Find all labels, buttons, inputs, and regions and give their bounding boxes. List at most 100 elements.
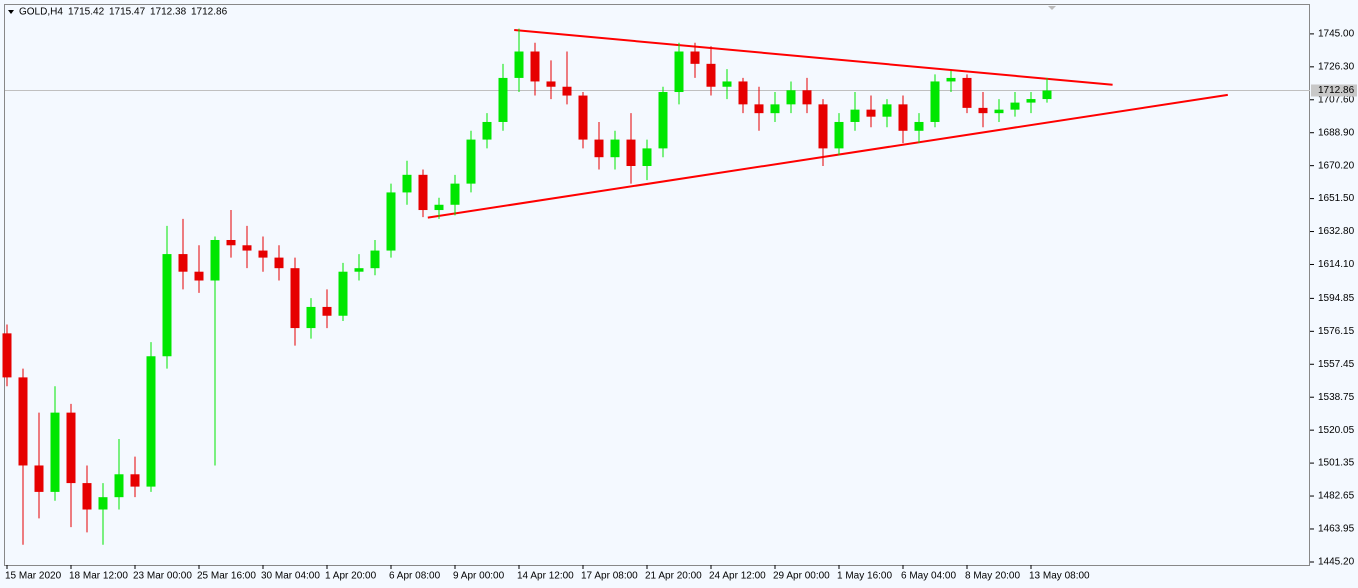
candle-body: [50, 412, 60, 492]
candle-body: [306, 306, 316, 329]
y-tick-label: 1482.65: [1318, 491, 1355, 502]
candle-body: [610, 139, 620, 158]
candle-body: [354, 268, 364, 272]
candle-body: [674, 51, 684, 93]
trendline: [514, 29, 1113, 86]
header-value: 1712.86: [191, 7, 228, 18]
x-tick-label: 9 Apr 00:00: [453, 571, 505, 582]
candle-body: [66, 412, 76, 484]
y-tick-label: 1594.85: [1318, 293, 1355, 304]
trendlines: [427, 29, 1228, 219]
candle-body: [370, 250, 380, 269]
candle-body: [466, 139, 476, 184]
x-tick-label: 13 May 08:00: [1029, 571, 1090, 582]
candle-body: [1026, 99, 1036, 103]
y-tick-label: 1501.35: [1318, 458, 1355, 469]
chart-title: GOLD,H4: [19, 7, 63, 18]
y-tick-label: 1707.60: [1318, 94, 1355, 105]
candle-body: [946, 77, 956, 82]
candle-body: [34, 465, 44, 492]
plot-frame: [4, 4, 1310, 566]
candle-body: [98, 497, 108, 510]
candle-body: [898, 104, 908, 131]
candle-body: [402, 174, 412, 193]
candle-body: [242, 245, 252, 251]
x-tick-label: 6 Apr 08:00: [389, 571, 441, 582]
candle-body: [690, 51, 700, 64]
candle-body: [994, 109, 1004, 114]
candle-body: [562, 86, 572, 96]
candle-body: [962, 77, 972, 108]
candle-body: [802, 90, 812, 105]
candle-body: [114, 474, 124, 498]
y-tick-label: 1632.80: [1318, 226, 1355, 237]
ticks: 1745.00 1726.30 1707.60 1688.90 1670.20 1651.…: [5, 29, 1357, 582]
candle-body: [498, 77, 508, 122]
header-value: 1715.47: [109, 7, 146, 18]
trendline: [427, 93, 1228, 219]
x-tick-label: 24 Apr 12:00: [709, 571, 766, 582]
candle-body: [322, 306, 332, 316]
candle-body: [738, 81, 748, 105]
x-tick-label: 6 May 04:00: [901, 571, 956, 582]
y-tick-label: 1538.75: [1318, 392, 1355, 403]
candle-body: [626, 139, 636, 167]
menu-triangle[interactable]: [8, 10, 14, 14]
candle-body: [450, 183, 460, 205]
y-tick-label: 1670.20: [1318, 160, 1355, 171]
x-tick-label: 18 Mar 12:00: [69, 571, 128, 582]
x-tick-label: 30 Mar 04:00: [261, 571, 320, 582]
candle-body: [642, 148, 652, 167]
candle-body: [146, 356, 156, 487]
y-tick-label: 1614.10: [1318, 259, 1355, 270]
candle-body: [386, 192, 396, 251]
candle-body: [866, 109, 876, 117]
candle-body: [2, 333, 12, 378]
y-tick-label: 1576.15: [1318, 326, 1355, 337]
candle-body: [434, 204, 444, 211]
candle-body: [882, 104, 892, 117]
candle-body: [546, 81, 556, 87]
y-tick-label: 1445.20: [1318, 557, 1355, 568]
candle-body: [194, 271, 204, 281]
y-tick-label: 1651.50: [1318, 193, 1355, 204]
candle-body: [226, 239, 236, 246]
candle-body: [178, 254, 188, 272]
x-tick-label: 21 Apr 20:00: [645, 571, 702, 582]
candle-body: [258, 250, 268, 258]
candle-body: [514, 51, 524, 78]
candle-body: [338, 271, 348, 316]
candle-body: [418, 174, 428, 211]
candle-body: [578, 95, 588, 140]
candle-body: [1042, 90, 1052, 100]
y-tick-label: 1520.05: [1318, 425, 1355, 436]
y-tick-label: 1557.45: [1318, 359, 1355, 370]
x-tick-label: 1 Apr 20:00: [325, 571, 377, 582]
candle-body: [290, 268, 300, 329]
current-price-box: [1311, 84, 1357, 97]
y-tick-label: 1726.30: [1318, 61, 1355, 72]
candle-body: [594, 139, 604, 158]
candle-body: [914, 121, 924, 131]
candle-body: [978, 107, 988, 114]
x-tick-label: 17 Apr 08:00: [581, 571, 638, 582]
candle-body: [1010, 102, 1020, 110]
candle-body: [82, 483, 92, 510]
candle-body: [818, 104, 828, 149]
candle-body: [274, 257, 284, 269]
candle-body: [834, 121, 844, 149]
x-tick-label: 8 May 20:00: [965, 571, 1020, 582]
y-tick-label: 1745.00: [1318, 29, 1355, 40]
candle-body: [754, 104, 764, 114]
candle-body: [786, 90, 796, 105]
x-tick-label: 25 Mar 16:00: [197, 571, 256, 582]
candles: [2, 28, 1052, 545]
candle-body: [770, 104, 780, 114]
candle-body: [722, 81, 732, 87]
candle-body: [930, 81, 940, 122]
candle-body: [162, 254, 172, 357]
candle-body: [210, 239, 220, 281]
x-tick-label: 15 Mar 2020: [5, 571, 62, 582]
